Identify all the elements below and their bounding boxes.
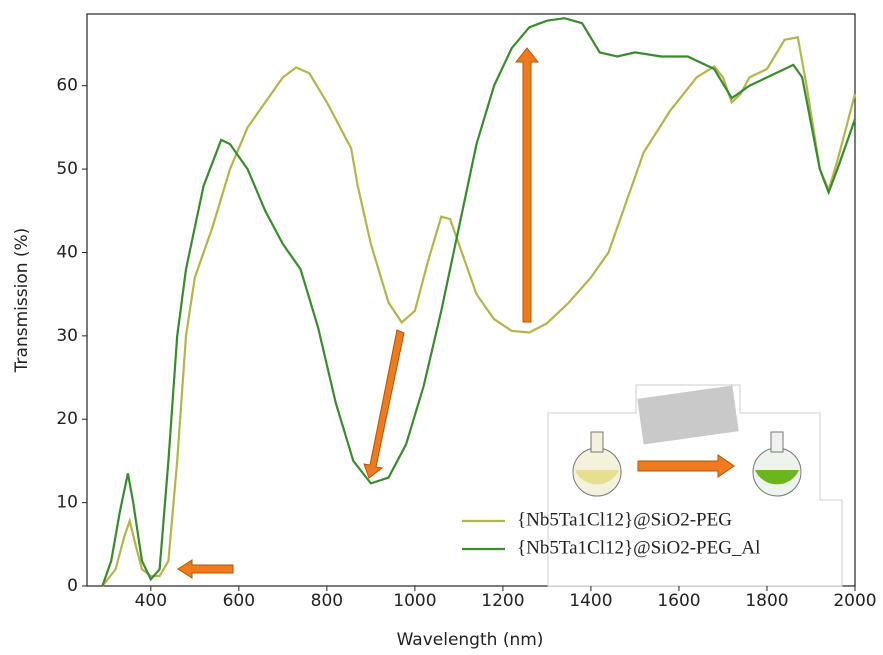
x-tick-label: 1000 bbox=[393, 591, 436, 611]
y-tick-label: 0 bbox=[67, 576, 78, 596]
x-tick-label: 2000 bbox=[833, 591, 876, 611]
x-tick-label: 600 bbox=[223, 591, 255, 611]
arrows bbox=[177, 47, 540, 579]
y-axis-label: Transmission (%) bbox=[12, 228, 32, 374]
y-tick-label: 30 bbox=[56, 326, 78, 346]
y-tick-label: 60 bbox=[56, 76, 78, 96]
y-tick-label: 10 bbox=[56, 493, 78, 513]
y-tick-label: 20 bbox=[56, 409, 78, 429]
data-line bbox=[101, 17, 857, 587]
x-tick-label: 1800 bbox=[745, 591, 788, 611]
legend-label: {Nb5Ta1Cl12}@SiO2-PEG_Al bbox=[517, 537, 760, 558]
y-tick-label: 40 bbox=[56, 242, 78, 262]
x-tick-label: 1600 bbox=[657, 591, 700, 611]
x-tick-label: 1200 bbox=[481, 591, 524, 611]
y-tick-label: 50 bbox=[56, 159, 78, 179]
x-tick-label: 1400 bbox=[569, 591, 612, 611]
x-tick-label: 400 bbox=[135, 591, 167, 611]
legend-label: {Nb5Ta1Cl12}@SiO2-PEG bbox=[517, 509, 732, 530]
inset bbox=[547, 384, 843, 587]
data-line bbox=[101, 36, 857, 587]
x-tick-label: 800 bbox=[311, 591, 343, 611]
x-axis-label: Wavelength (nm) bbox=[397, 630, 544, 650]
plot-frame bbox=[86, 13, 856, 587]
